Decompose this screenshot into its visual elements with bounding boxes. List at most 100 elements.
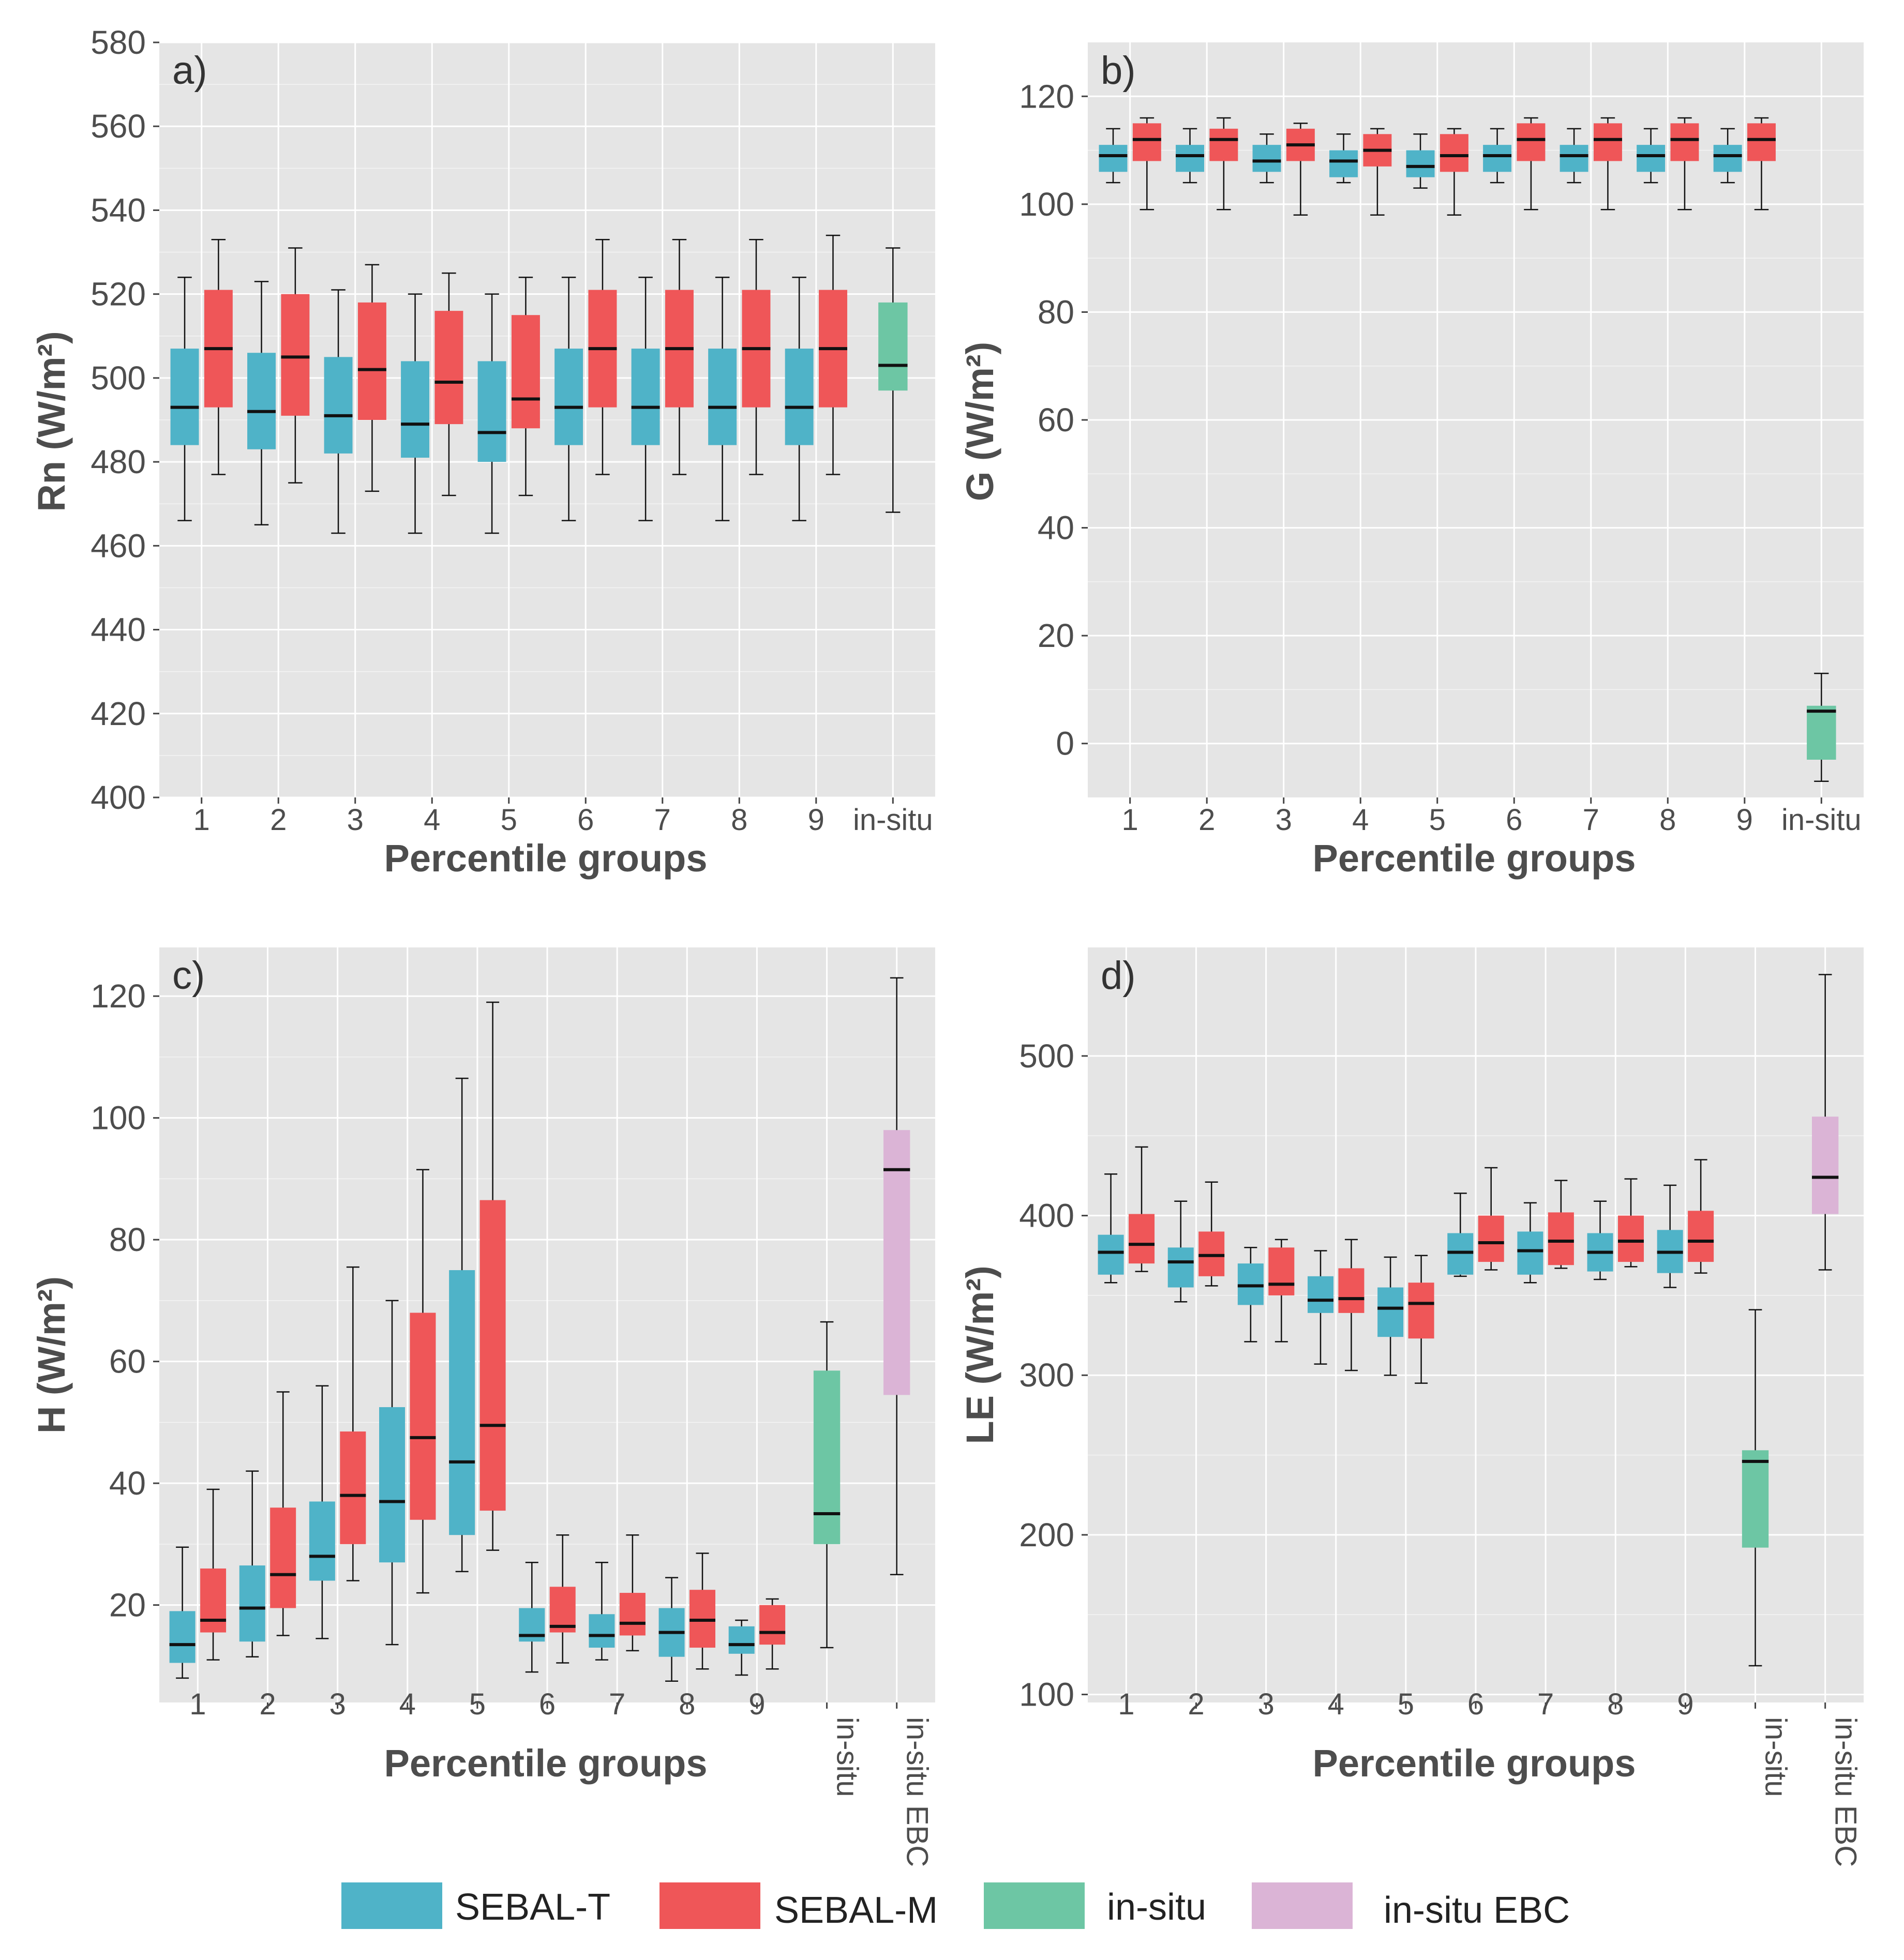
panel-a-xlabel: Percentile groups xyxy=(384,837,707,880)
panel-d-xtick-label: in-situ EBC xyxy=(1829,1717,1863,1867)
panel-a-rn: Rn (W/m²) Percentile groups 400 420 440 460… xyxy=(30,24,935,880)
panel-d-xtick-label: 3 xyxy=(1257,1687,1274,1721)
panel-d-box-group-sebal-m-7 xyxy=(1548,1180,1574,1269)
panel-b-box-group-sebal-t-8 xyxy=(1637,128,1666,184)
panel-b-box-group-sebal-m-4 xyxy=(1363,128,1392,216)
panel-b-box-sebal-m xyxy=(1593,123,1622,161)
panel-c-box-group-sebal-m-2 xyxy=(270,1391,296,1636)
panel-a-box-sebal-t xyxy=(554,349,583,445)
panel-c-box-group-sebal-m-1 xyxy=(200,1488,227,1661)
panel-c-box-group-sebal-t-8 xyxy=(658,1577,685,1682)
panel-a-box-group-sebal-m-9 xyxy=(819,234,847,475)
panel-d-box-group-sebal-m-9 xyxy=(1688,1159,1714,1274)
panel-b-xtick-label: 4 xyxy=(1352,803,1369,837)
panel-b-box-group-sebal-m-1 xyxy=(1132,117,1161,210)
panel-c-box-sebal-t xyxy=(309,1501,335,1581)
panel-a-box-sebal-m xyxy=(357,302,386,420)
panel-d-box-sebal-m xyxy=(1548,1212,1574,1265)
panel-d-box-sebal-m xyxy=(1268,1247,1295,1295)
panel-c-box-sebal-m xyxy=(759,1605,786,1645)
panel-d-xlabel: Percentile groups xyxy=(1312,1742,1636,1785)
panel-a-box-group-sebal-m-1 xyxy=(204,238,233,475)
panel-a-ytick-label: 520 xyxy=(91,276,146,313)
panel-b-xtick-label: in-situ xyxy=(1781,803,1862,837)
panel-d-box-sebal-m xyxy=(1338,1268,1365,1313)
panel-a-xtick-label: 3 xyxy=(347,803,364,837)
panel-b-box-group-sebal-t-2 xyxy=(1176,128,1204,184)
panel-b-xtick-label: 2 xyxy=(1198,803,1215,837)
panel-b-box-sebal-m xyxy=(1747,123,1776,161)
panel-d-box-sebal-t xyxy=(1517,1231,1543,1275)
panel-b-box-group-sebal-t-4 xyxy=(1329,133,1358,184)
panel-a-box-sebal-m xyxy=(434,311,463,425)
panel-b-box-group-sebal-t-3 xyxy=(1252,133,1281,184)
panel-a-box-sebal-t xyxy=(401,361,430,458)
panel-c-xtick-label: 3 xyxy=(329,1687,346,1721)
panel-b-xtick-label: 9 xyxy=(1736,803,1753,837)
panel-b-box-group-sebal-m-5 xyxy=(1440,128,1468,216)
panel-c-box-sebal-t xyxy=(239,1565,265,1642)
panel-d-box-group-sebal-t-8 xyxy=(1587,1200,1613,1280)
panel-a-ytick-label: 400 xyxy=(91,779,146,816)
panel-d-xtick-label: 6 xyxy=(1467,1687,1484,1721)
panel-d-box-sebal-m xyxy=(1129,1214,1155,1264)
panel-c-box-sebal-t xyxy=(169,1611,196,1663)
panel-c-box-sebal-t xyxy=(589,1614,615,1648)
panel-c-xtick-label: in-situ xyxy=(831,1717,864,1797)
panel-b-box-group-sebal-t-6 xyxy=(1483,128,1512,184)
panel-b-box-sebal-m xyxy=(1440,134,1468,172)
panel-a-xtick-label: 5 xyxy=(501,803,517,837)
panel-d-box-group-sebal-m-4 xyxy=(1338,1239,1365,1371)
panel-a-box-group-sebal-t-8 xyxy=(708,276,737,521)
panel-c-ytick-label: 100 xyxy=(91,1099,146,1137)
panel-a-ytick-label: 480 xyxy=(91,443,146,480)
panel-c-xlabel: Percentile groups xyxy=(384,1742,707,1785)
panel-a-box-group-sebal-t-2 xyxy=(247,281,276,526)
panel-c-box-group-sebal-t-3 xyxy=(309,1385,335,1639)
panel-b-ytick-label: 20 xyxy=(1038,617,1074,654)
panel-d-box-group-sebal-m-8 xyxy=(1618,1178,1644,1268)
panel-b-box-sebal-m xyxy=(1209,128,1238,161)
panel-c-xtick-label: 5 xyxy=(469,1687,486,1721)
panel-c-box-group-in-situ-ebc-in-situ-EBC xyxy=(883,977,910,1575)
panel-b-box-sebal-m xyxy=(1132,123,1161,161)
panel-c-box-group-sebal-m-9 xyxy=(759,1598,786,1670)
panel-a-xtick-label: 6 xyxy=(577,803,594,837)
panel-c-box-group-sebal-t-1 xyxy=(169,1546,196,1679)
panel-a-box-sebal-t xyxy=(631,349,660,445)
panel-d-box-group-in-situ-ebc-in-situ-EBC xyxy=(1812,974,1839,1271)
panel-b-box-sebal-t xyxy=(1176,145,1204,172)
panel-c-ytick-label: 120 xyxy=(91,977,146,1015)
panel-d-box-group-sebal-t-1 xyxy=(1098,1173,1124,1284)
panel-a-xtick-label: 8 xyxy=(731,803,747,837)
panel-c-box-sebal-t xyxy=(379,1407,405,1563)
panel-b-box-group-sebal-m-7 xyxy=(1593,117,1622,210)
panel-d-box-group-sebal-t-7 xyxy=(1517,1202,1543,1284)
panel-b-box-group-sebal-m-2 xyxy=(1209,117,1238,210)
panel-d-box-group-sebal-m-3 xyxy=(1268,1239,1295,1343)
panel-a-ytick-label: 440 xyxy=(91,611,146,649)
panel-c-box-sebal-t xyxy=(728,1626,755,1654)
panel-d-xtick-label: 7 xyxy=(1537,1687,1554,1721)
panel-d-xtick-label: 8 xyxy=(1607,1687,1624,1721)
panel-c-xtick-label: 9 xyxy=(748,1687,765,1721)
panel-a-box-group-in-situ-in-situ xyxy=(878,247,908,513)
panel-b-box-sebal-t xyxy=(1329,150,1358,177)
panel-a-ytick-label: 420 xyxy=(91,695,146,732)
panel-a-xtick-label: 9 xyxy=(808,803,824,837)
panel-a-box-sebal-m xyxy=(511,315,540,429)
panel-a-ytick-label: 560 xyxy=(91,108,146,145)
panel-b-xtick-label: 3 xyxy=(1276,803,1292,837)
panel-b-box-sebal-t xyxy=(1099,145,1128,172)
panel-d-box-group-sebal-t-6 xyxy=(1447,1193,1474,1277)
panel-c-box-sebal-m xyxy=(200,1568,227,1633)
panel-b-box-group-sebal-t-5 xyxy=(1406,133,1435,189)
panel-b-box-group-sebal-m-6 xyxy=(1517,117,1546,210)
panel-d-xtick-label: 2 xyxy=(1188,1687,1204,1721)
panel-b-xtick-label: 6 xyxy=(1506,803,1522,837)
panel-b-ytick-label: 60 xyxy=(1038,401,1074,439)
panel-d-ylabel: LE (W/m²) xyxy=(958,1265,1001,1444)
panel-b-box-sebal-t xyxy=(1713,145,1742,172)
panel-d-xtick-label: 1 xyxy=(1118,1687,1134,1721)
